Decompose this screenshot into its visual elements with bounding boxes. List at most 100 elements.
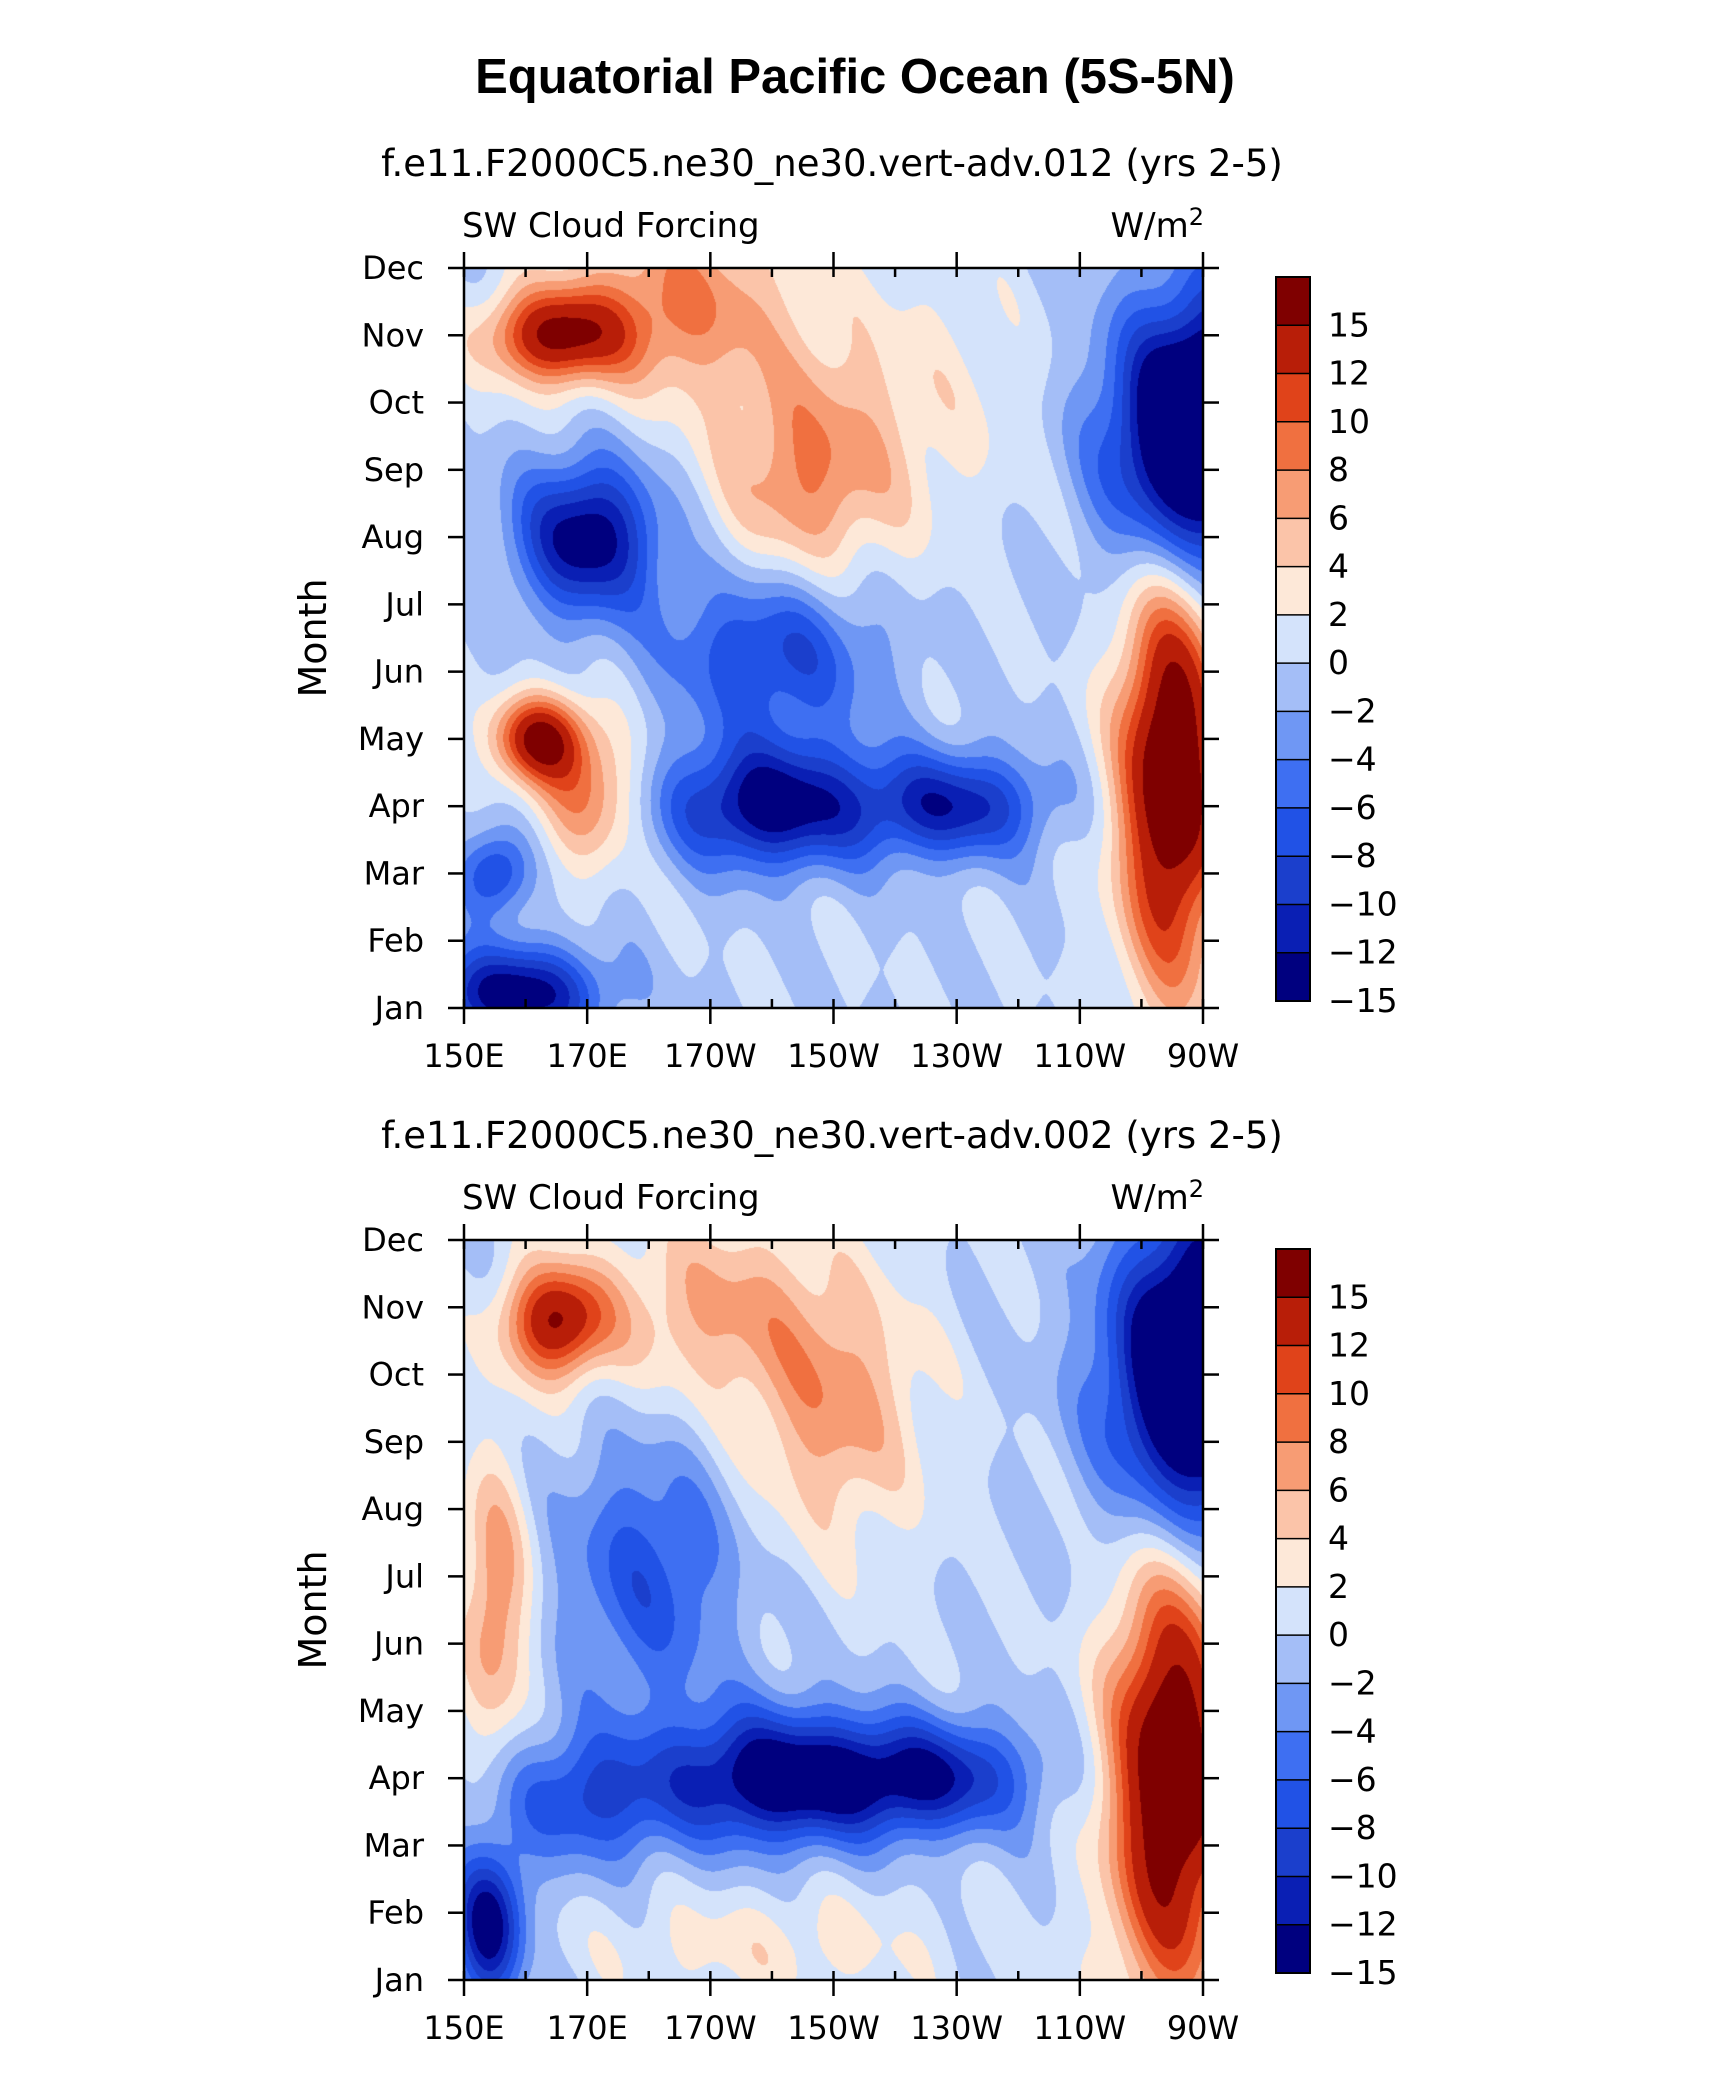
colorbar-swatch [1276, 1297, 1310, 1347]
y-tick-label: Apr [369, 1759, 425, 1797]
y-tick-label: May [358, 720, 424, 758]
y-tick-label: Jan [373, 1961, 424, 1999]
y-tick-label: Feb [367, 922, 424, 960]
y-tick-label: Oct [369, 1356, 424, 1394]
colorbar-swatch [1276, 759, 1310, 809]
panel-2: f.e11.F2000C5.ne30_ne30.vert-adv.002 (yr… [291, 1114, 1398, 2047]
colorbar-swatch [1276, 1924, 1310, 1974]
y-tick-label: Jan [373, 989, 424, 1027]
panel-2-plot: 150E 170E 170W 150W 130W 110W 90W Jan Feb Mar Apr M… [358, 1221, 1239, 2047]
colorbar-swatch [1276, 1538, 1310, 1588]
y-tick-label: Feb [367, 1894, 424, 1932]
panel-2-ylabel: Month [291, 1550, 335, 1669]
colorbar-swatch [1276, 1249, 1310, 1298]
y-tick-label: Aug [362, 518, 424, 556]
panel-1-colorbar: 15 12 10 8 6 4 2 0 −2 −4 −6 −8 −10 −12 −15 [1275, 276, 1398, 1020]
colorbar-swatch [1276, 614, 1310, 664]
colorbar-swatch [1276, 518, 1310, 568]
panel-2-title: f.e11.F2000C5.ne30_ne30.vert-adv.002 (yr… [381, 1114, 1283, 1157]
panel-1-units-label: W/m2 [1111, 203, 1204, 246]
panel-1-contour-field [464, 268, 1203, 1008]
panel-2-contour-field [464, 1240, 1203, 1980]
colorbar-label: −10 [1328, 1856, 1398, 1895]
x-tick-label: 150E [423, 1037, 504, 1075]
x-tick-label: 170W [664, 2009, 757, 2047]
colorbar-swatch [1276, 1635, 1310, 1684]
colorbar-swatch [1276, 373, 1310, 423]
colorbar-swatch [1276, 856, 1310, 905]
colorbar-swatch [1276, 1490, 1310, 1540]
colorbar-label: 12 [1328, 1326, 1370, 1365]
colorbar-label: −8 [1328, 1808, 1377, 1847]
panel-1-plot: 150E 170E 170W 150W 130W 110W 90W Jan Feb Mar Apr M… [358, 249, 1239, 1075]
colorbar-label: −15 [1328, 1953, 1398, 1992]
colorbar-label: 12 [1328, 354, 1370, 393]
colorbar-swatch [1276, 566, 1310, 616]
colorbar-label: 0 [1328, 1615, 1349, 1654]
x-tick-label: 150W [787, 1037, 880, 1075]
colorbar-label: 15 [1328, 1277, 1370, 1316]
panel-2-units-label: W/m2 [1111, 1175, 1204, 1218]
colorbar-label: −6 [1328, 788, 1377, 827]
y-tick-label: Nov [362, 316, 424, 354]
y-tick-label: Sep [364, 451, 424, 489]
colorbar-label: −2 [1328, 1663, 1377, 1702]
y-tick-label: Apr [369, 787, 425, 825]
colorbar-swatch [1276, 663, 1310, 712]
y-tick-label: Aug [362, 1490, 424, 1528]
colorbar-label: 10 [1328, 1374, 1370, 1413]
panel-1-title: f.e11.F2000C5.ne30_ne30.vert-adv.012 (yr… [381, 142, 1283, 185]
colorbar-label: 6 [1328, 498, 1349, 537]
y-tick-label: Oct [369, 384, 424, 422]
colorbar-swatch [1276, 1731, 1310, 1781]
colorbar-label: −15 [1328, 981, 1398, 1020]
panel-2-colorbar: 15 12 10 8 6 4 2 0 −2 −4 −6 −8 −10 −12 −15 [1275, 1248, 1398, 1992]
colorbar-swatch [1276, 421, 1310, 471]
colorbar-swatch [1276, 807, 1310, 857]
colorbar-swatch [1276, 711, 1310, 761]
colorbar-label: 2 [1328, 595, 1349, 634]
x-tick-label: 110W [1033, 1037, 1126, 1075]
colorbar-label: 8 [1328, 450, 1349, 489]
y-tick-label: Jul [383, 585, 424, 623]
colorbar-swatch [1276, 1345, 1310, 1395]
colorbar-swatch [1276, 1683, 1310, 1733]
colorbar-label: 0 [1328, 643, 1349, 682]
colorbar-swatch [1276, 277, 1310, 326]
panel-2-ticks: 150E 170E 170W 150W 130W 110W 90W Jan Feb Mar Apr M… [358, 1221, 1239, 2047]
x-tick-label: 90W [1167, 1037, 1239, 1075]
panel-1-variable-label: SW Cloud Forcing [462, 206, 760, 246]
panel-1: f.e11.F2000C5.ne30_ne30.vert-adv.012 (yr… [291, 142, 1398, 1075]
y-tick-label: Jul [383, 1557, 424, 1595]
colorbar-swatch [1276, 952, 1310, 1002]
panel-1-ylabel: Month [291, 578, 335, 697]
colorbar-label: −6 [1328, 1760, 1377, 1799]
colorbar-label: 4 [1328, 547, 1349, 586]
colorbar-swatch [1276, 1876, 1310, 1926]
colorbar-swatch [1276, 470, 1310, 519]
colorbar-label: −12 [1328, 933, 1398, 972]
colorbar-label: 8 [1328, 1422, 1349, 1461]
y-tick-label: Mar [364, 854, 425, 892]
colorbar-swatch [1276, 1828, 1310, 1877]
y-tick-label: Sep [364, 1423, 424, 1461]
y-tick-label: Mar [364, 1826, 425, 1864]
figure-title: Equatorial Pacific Ocean (5S-5N) [475, 50, 1235, 104]
y-tick-label: Jun [372, 1625, 424, 1663]
colorbar-label: −8 [1328, 836, 1377, 875]
y-tick-label: Dec [362, 1221, 424, 1259]
colorbar-label: 10 [1328, 402, 1370, 441]
colorbar-label: −12 [1328, 1905, 1398, 1944]
colorbar-label: 6 [1328, 1470, 1349, 1509]
y-tick-label: Dec [362, 249, 424, 287]
colorbar-swatch [1276, 1779, 1310, 1829]
colorbar-label: 2 [1328, 1567, 1349, 1606]
colorbar-label: −10 [1328, 884, 1398, 923]
colorbar-swatch [1276, 1442, 1310, 1491]
x-tick-label: 110W [1033, 2009, 1126, 2047]
panel-2-variable-label: SW Cloud Forcing [462, 1178, 760, 1218]
colorbar-label: 4 [1328, 1519, 1349, 1558]
x-tick-label: 130W [910, 1037, 1003, 1075]
y-tick-label: May [358, 1692, 424, 1730]
